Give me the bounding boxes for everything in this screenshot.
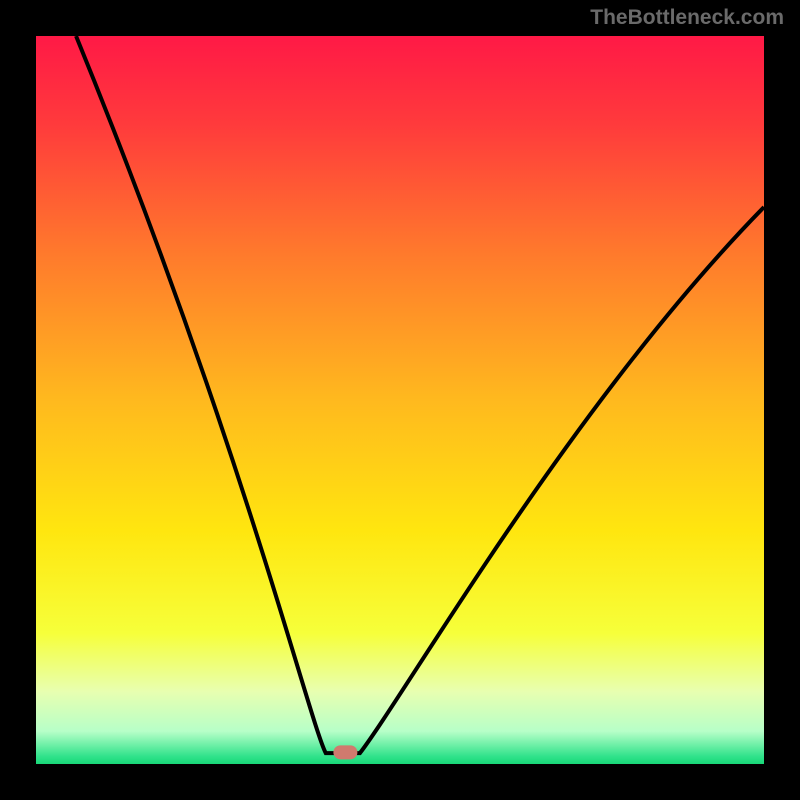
bottleneck-chart: TheBottleneck.com: [0, 0, 800, 800]
chart-svg: [0, 0, 800, 800]
watermark-text: TheBottleneck.com: [590, 6, 784, 30]
